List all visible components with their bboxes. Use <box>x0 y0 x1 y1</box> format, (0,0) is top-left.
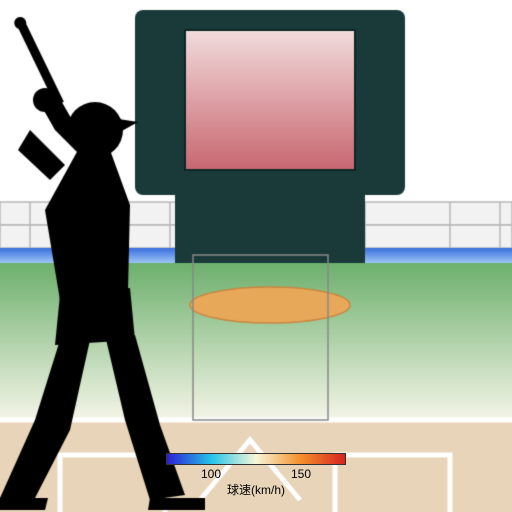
legend-gradient-bar <box>166 453 346 465</box>
legend-tick-high: 150 <box>291 467 311 481</box>
legend-axis-label: 球速(km/h) <box>227 481 285 498</box>
legend-ticks: 100 150 <box>166 467 346 481</box>
legend-tick-low: 100 <box>201 467 221 481</box>
pitch-chart-canvas <box>0 0 512 512</box>
speed-legend: 100 150 球速(km/h) <box>166 453 346 498</box>
